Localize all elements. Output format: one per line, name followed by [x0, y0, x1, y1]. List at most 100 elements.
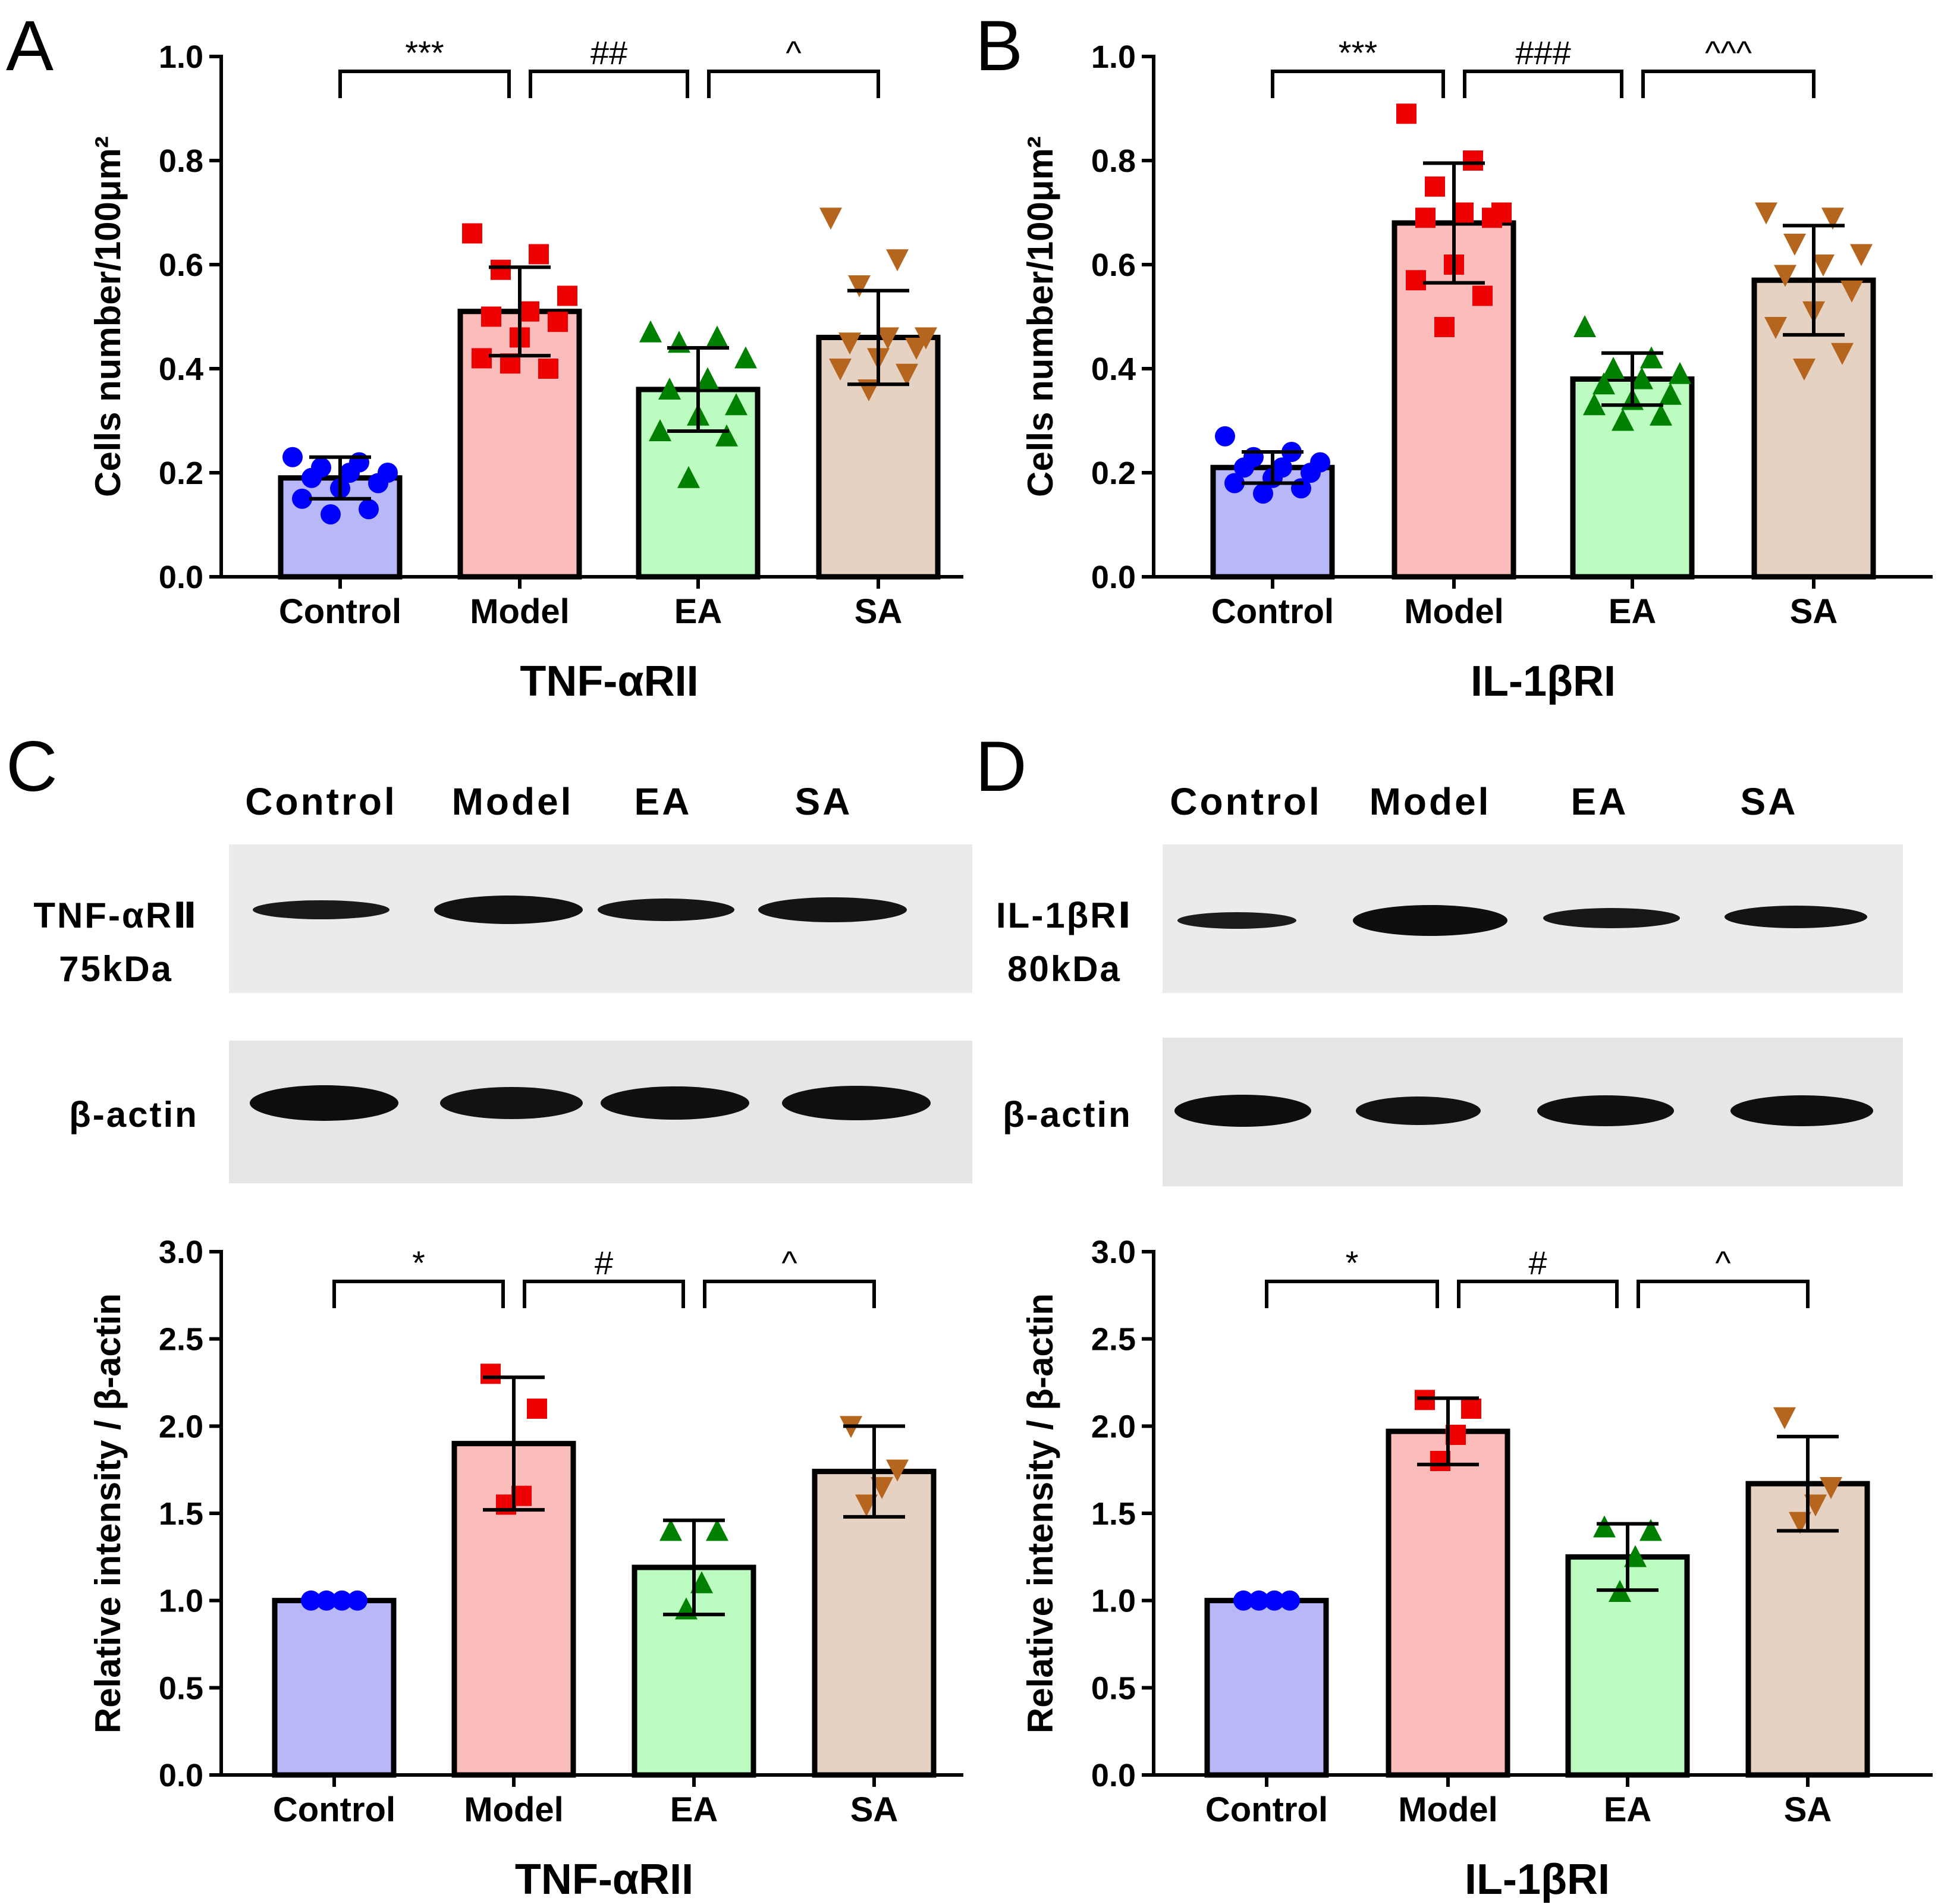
chart-b-point-3-3: [1850, 244, 1873, 266]
chart-c-ytick-label-5: 2.5: [159, 1322, 203, 1358]
chart-a-point-1-3: [557, 285, 577, 306]
chart-d-bar-0: [1204, 1598, 1329, 1778]
chart-c-ytick-label-0: 0.0: [159, 1758, 203, 1793]
chart-a-point-2-3: [734, 346, 757, 369]
chart-b-point-1-2: [1425, 176, 1445, 197]
chart-b-significance-label-1: ###: [1515, 34, 1570, 71]
chart-d-ytick-label-1: 0.5: [1091, 1670, 1136, 1706]
chart-a-point-0-8: [292, 488, 312, 509]
chart-a-point-1-6: [548, 312, 568, 332]
panel-letter-d: D: [975, 727, 1027, 806]
chart-d-significance-bracket-2: [1637, 1280, 1810, 1308]
chart-d-point-2-2: [1624, 1545, 1647, 1567]
blot-c-actin-band-model: [440, 1087, 583, 1119]
chart-d-category-label-2: EA: [1604, 1790, 1652, 1829]
chart-c-point-3-3: [855, 1494, 878, 1517]
chart-c-point-1-1: [527, 1399, 547, 1419]
chart-b-point-2-9: [1650, 403, 1672, 426]
chart-a-point-2-10: [677, 466, 700, 488]
chart-c-point-3-1: [886, 1459, 909, 1482]
chart-d-point-0-1: [1280, 1590, 1300, 1611]
chart-d-category-label-3: SA: [1784, 1790, 1832, 1829]
blot-c-lane-control: Control: [245, 780, 397, 823]
chart-b-point-1-0: [1396, 103, 1416, 124]
blot-d-target-kda: 80kDa: [1007, 949, 1122, 989]
chart-c-point-0-0: [301, 1590, 321, 1611]
chart-b-ytick-label-1: 0.2: [1091, 455, 1136, 491]
chart-d-point-3-1: [1820, 1477, 1842, 1499]
chart-a-point-1-0: [462, 223, 482, 244]
chart-a-significance-bracket-0: [338, 70, 511, 98]
chart-b-point-2-5: [1593, 372, 1615, 395]
chart-a-category-label-2: EA: [674, 592, 723, 631]
chart-d-ytick-label-3: 1.5: [1091, 1496, 1136, 1532]
western-blot-c: Control Model EA SA TNF-αRⅡ 75kDa β-acti…: [33, 780, 972, 1183]
blot-c-target-kda: 75kDa: [59, 949, 173, 989]
chart-c-x-axis-title: TNF-αRII: [515, 1856, 693, 1903]
chart-b-significance-bracket-1: [1463, 70, 1623, 98]
chart-a-significance-bracket-2: [707, 70, 880, 98]
panel-letter-b: B: [975, 6, 1023, 86]
blot-d-actin-band-model: [1356, 1096, 1481, 1125]
chart-d-point-3-2: [1804, 1494, 1827, 1517]
chart-a-point-3-8: [829, 359, 852, 381]
panel-letter-c: C: [6, 727, 58, 806]
chart-b-point-3-10: [1793, 359, 1815, 381]
chart-b-point-0-9: [1291, 478, 1311, 499]
chart-a-significance-label-1: ##: [590, 34, 627, 71]
chart-b-point-1-10: [1434, 317, 1455, 337]
chart-b-point-1-1: [1463, 150, 1483, 171]
blot-d-lane-ea: EA: [1571, 780, 1629, 823]
chart-c-bar-0: [272, 1598, 397, 1778]
chart-d-y-axis-title: Relative intensity / β-actin: [1020, 1293, 1060, 1733]
chart-d-significance-bracket-1: [1457, 1280, 1619, 1308]
chart-b-ytick-label-4: 0.8: [1091, 143, 1136, 179]
chart-d-point-0-2: [1264, 1590, 1284, 1611]
chart-b-y-axis-title: Cells number/100μm²: [1020, 136, 1060, 497]
chart-b-point-3-1: [1821, 208, 1844, 230]
chart-a-ytick-label-0: 0.0: [159, 560, 203, 595]
chart-b-point-1-4: [1453, 202, 1474, 223]
blot-c-lane-sa: SA: [795, 780, 853, 823]
blot-c-target-band-ea: [598, 898, 734, 921]
blot-d-lane-control: Control: [1170, 780, 1322, 823]
chart-c-point-2-1: [706, 1519, 728, 1541]
blot-d-target-band-ea: [1543, 908, 1680, 928]
chart-a-point-2-4: [696, 367, 719, 389]
chart-d-point-2-1: [1639, 1519, 1662, 1541]
chart-a-category-label-0: Control: [279, 592, 401, 631]
chart-b-point-0-8: [1224, 473, 1245, 494]
chart-b-category-label-2: EA: [1609, 592, 1657, 631]
blot-d-target-band-control: [1177, 912, 1296, 929]
chart-a-point-0-6: [368, 473, 388, 494]
chart-b-significance-label-2: ^^^: [1705, 34, 1752, 71]
chart-b-point-0-5: [1234, 457, 1254, 478]
chart-b-ytick-label-3: 0.6: [1091, 247, 1136, 283]
chart-d-point-1-1: [1461, 1399, 1481, 1419]
chart-b-significance-bracket-2: [1641, 70, 1815, 98]
chart-b-point-0-0: [1215, 426, 1235, 447]
chart-c-category-label-2: EA: [670, 1790, 718, 1829]
chart-a-point-3-2: [848, 275, 871, 297]
chart-b-point-2-1: [1640, 346, 1663, 369]
chart-a-category-label-1: Model: [470, 592, 570, 631]
chart-d-ytick-label-6: 3.0: [1091, 1234, 1136, 1270]
chart-b-point-2-3: [1669, 362, 1691, 384]
chart-c-category-label-1: Model: [464, 1790, 564, 1829]
chart-d-bar-1: [1386, 1428, 1510, 1778]
chart-c-point-3-2: [871, 1477, 893, 1499]
chart-c-significance-bracket-1: [523, 1280, 685, 1308]
blot-c-actin-band-ea: [601, 1086, 749, 1120]
chart-b-significance-label-0: ***: [1339, 34, 1377, 71]
chart-a-ytick-label-2: 0.4: [159, 351, 203, 387]
chart-a-point-0-5: [301, 467, 322, 488]
chart-c-category-label-0: Control: [273, 1790, 395, 1829]
chart-b-point-2-2: [1602, 357, 1625, 379]
chart-a-point-2-1: [706, 325, 728, 348]
chart-c-significance-label-1: #: [595, 1244, 613, 1281]
chart-b: 0.0 0.2 0.4 0.6 0.8 1.0 Control Model EA SA Cells …: [1020, 34, 1933, 705]
chart-d-significance-bracket-0: [1265, 1280, 1439, 1308]
chart-a-point-3-0: [819, 208, 842, 230]
chart-d-bar-2: [1565, 1554, 1690, 1778]
